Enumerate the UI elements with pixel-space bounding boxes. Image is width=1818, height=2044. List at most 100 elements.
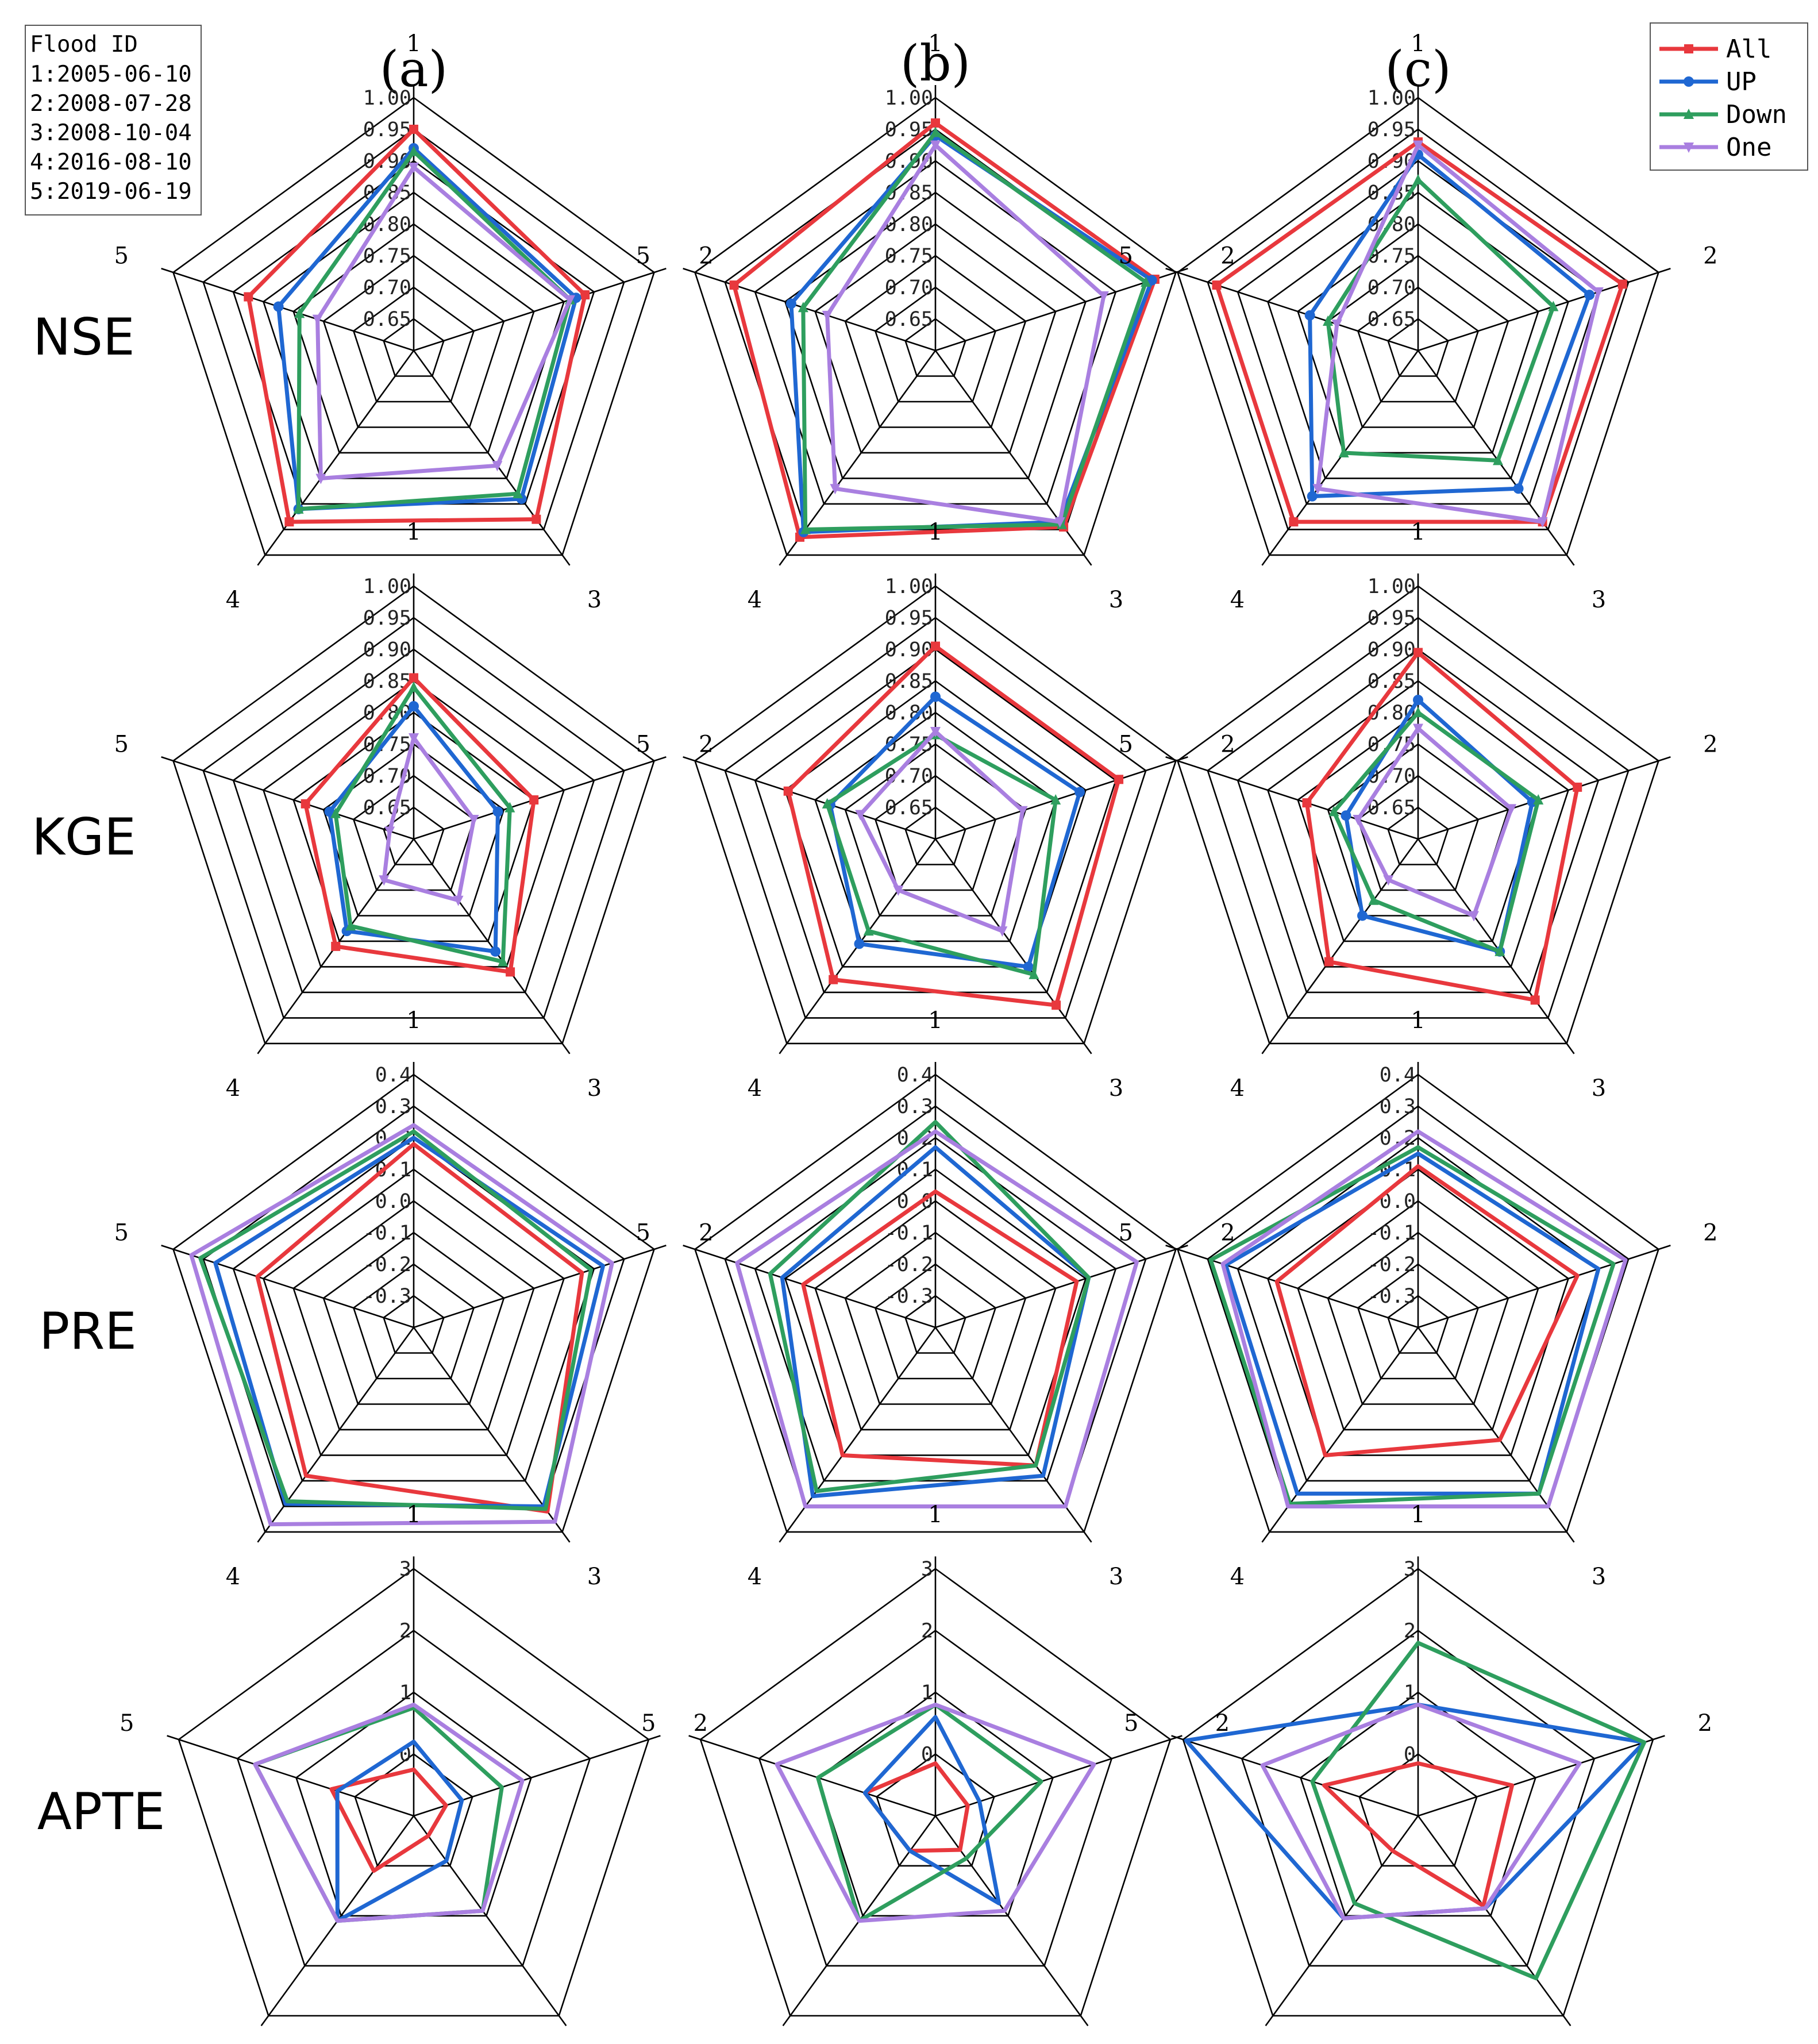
point-marker <box>1537 517 1548 528</box>
tick-label: 0.70 <box>885 765 933 788</box>
radar-panel: 123453210 <box>120 1502 708 2027</box>
axis-vertex-label: 2 <box>699 243 713 270</box>
axis-vertex-label: 1 <box>1411 1007 1425 1034</box>
tick-label: 1 <box>921 1681 933 1704</box>
grid-ring <box>1177 585 1659 1045</box>
series-line <box>1355 726 1513 918</box>
axis-vertex-label: 1 <box>406 1007 421 1034</box>
tick-label: 2 <box>1404 1620 1416 1643</box>
tick-label: 0.65 <box>1368 308 1416 331</box>
series-line <box>189 1123 614 1527</box>
tick-label: 3 <box>1404 1558 1416 1581</box>
grid-ring <box>694 97 1177 556</box>
tick-label: 0.65 <box>1368 796 1416 819</box>
point-marker <box>729 280 739 290</box>
series-down <box>1328 707 1544 956</box>
axis-vertex-label: 5 <box>635 243 650 270</box>
point-marker <box>1684 76 1694 87</box>
axis-vertex-label: 1 <box>406 1502 421 1528</box>
series-all <box>862 1761 970 1853</box>
point-marker <box>1304 310 1315 321</box>
point-marker <box>930 691 941 702</box>
grid-ring <box>354 1753 473 1867</box>
grid-ring <box>1327 1231 1509 1405</box>
axis-spoke <box>413 1735 661 1817</box>
series-line <box>1223 1152 1601 1496</box>
grid-ring <box>1266 1168 1570 1456</box>
axis-spoke <box>257 350 415 566</box>
axis-spoke <box>413 267 667 352</box>
axis-vertex-label: 2 <box>694 1710 708 1737</box>
grid-ring <box>1207 128 1630 530</box>
point-marker <box>409 701 419 711</box>
series-down <box>1310 1641 1647 1981</box>
series-line <box>1310 1641 1647 1981</box>
tick-label: 0.75 <box>885 245 933 268</box>
tick-label: 0.75 <box>363 245 411 268</box>
tick-label: 1.00 <box>885 575 933 598</box>
series-one <box>735 1129 1139 1508</box>
row-label-pre: PRE <box>39 1302 137 1361</box>
axis-vertex-label: 1 <box>406 30 421 57</box>
point-marker <box>1684 44 1693 53</box>
tick-label: 0.3 <box>897 1095 933 1118</box>
axis-vertex-label: 5 <box>635 1220 650 1246</box>
point-marker <box>330 807 341 818</box>
grid-ring <box>1266 191 1570 479</box>
point-marker <box>1468 911 1479 922</box>
point-marker <box>822 798 833 809</box>
tick-label: 0 <box>1404 1743 1416 1766</box>
tick-label: 2 <box>921 1620 933 1643</box>
tick-label: 0.65 <box>885 308 933 331</box>
point-marker <box>315 474 326 484</box>
series-line <box>862 1715 1002 1906</box>
axis-vertex-label: 3 <box>587 1075 602 1102</box>
point-marker <box>1353 815 1364 826</box>
grid-ring <box>1297 1200 1539 1431</box>
tick-label: 0.0 <box>897 1190 933 1213</box>
series-down <box>768 1120 1091 1493</box>
legend-entry: Down <box>1659 100 1787 129</box>
axis-vertex-label: 2 <box>1698 1710 1712 1737</box>
series-one <box>253 1703 525 1923</box>
series-line <box>862 1761 970 1853</box>
axis-vertex-label: 3 <box>1109 1075 1123 1102</box>
point-marker <box>997 926 1008 937</box>
axis-vertex-label: 1 <box>928 519 942 545</box>
grid-ring <box>784 1168 1087 1456</box>
point-marker <box>284 517 294 527</box>
point-marker <box>1584 290 1595 301</box>
flood-id-entry: 2:2008-07-28 <box>30 91 192 117</box>
grid-ring <box>178 1568 650 2017</box>
point-marker <box>783 786 793 796</box>
axis-vertex-label: 5 <box>114 732 128 758</box>
series-line <box>335 1739 464 1923</box>
grid-ring <box>844 255 1027 428</box>
tick-label: 0.65 <box>363 796 411 819</box>
grid-ring <box>904 1295 966 1354</box>
axis-vertex-label: 3 <box>1109 1564 1123 1590</box>
grid-ring <box>724 617 1147 1019</box>
tick-label: 0.95 <box>1368 607 1416 630</box>
tick-label: -0.1 <box>363 1222 411 1245</box>
series-up <box>862 1715 1002 1906</box>
series-line <box>303 676 536 974</box>
axis-vertex-label: 4 <box>748 587 762 613</box>
series-all <box>244 125 590 527</box>
tick-label: 1.00 <box>1368 87 1416 110</box>
tick-label: -0.1 <box>1368 1222 1416 1245</box>
tick-label: 1.00 <box>1368 575 1416 598</box>
legend-label: Down <box>1726 100 1787 129</box>
point-marker <box>468 815 479 826</box>
axis-vertex-label: 5 <box>1124 1710 1138 1737</box>
tick-label: -0.3 <box>1368 1285 1416 1308</box>
legend-label: All <box>1726 34 1771 64</box>
flood-id-entry: 4:2016-08-10 <box>30 149 192 175</box>
tick-label: 0.3 <box>1380 1095 1416 1118</box>
